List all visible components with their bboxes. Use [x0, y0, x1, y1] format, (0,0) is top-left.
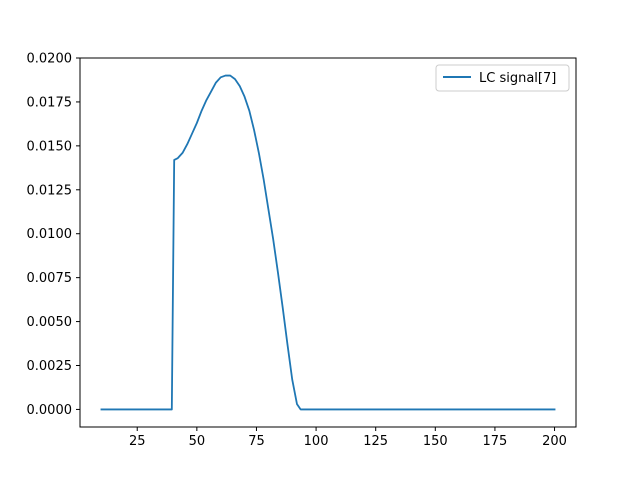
- y-tick-label: 0.0050: [27, 315, 73, 330]
- x-tick-label: 200: [542, 434, 567, 449]
- x-axis-ticks: 25 50 75 100 125 150 175 200: [129, 427, 567, 449]
- y-tick-label: 0.0075: [27, 271, 73, 286]
- y-tick-label: 0.0125: [27, 183, 73, 198]
- x-tick-label: 125: [363, 434, 388, 449]
- x-tick-label: 150: [423, 434, 448, 449]
- y-tick-label: 0.0175: [27, 95, 73, 110]
- y-tick-label: 0.0025: [27, 359, 73, 374]
- legend-box: [435, 64, 570, 92]
- x-tick-label: 25: [129, 434, 146, 449]
- y-tick-label: 0.0150: [27, 139, 73, 154]
- legend-label: LC signal[7]: [479, 71, 556, 86]
- plot-area: [80, 58, 576, 427]
- series-line-0: [100, 74, 556, 411]
- y-tick-label: 0.0000: [27, 403, 73, 418]
- y-tick-label: 0.0200: [27, 52, 73, 67]
- y-tick-label: 0.0100: [27, 227, 73, 242]
- x-tick-label: 175: [483, 434, 508, 449]
- x-tick-label: 50: [189, 434, 206, 449]
- legend: LC signal[7]: [435, 64, 570, 92]
- series-layer: [100, 74, 556, 411]
- x-tick-label: 75: [248, 434, 265, 449]
- y-axis-ticks: 0.0000 0.0025 0.0050 0.0075 0.0100 0.0125 0.01…: [27, 52, 80, 418]
- axes-frame: [79, 57, 577, 428]
- x-tick-label: 100: [304, 434, 329, 449]
